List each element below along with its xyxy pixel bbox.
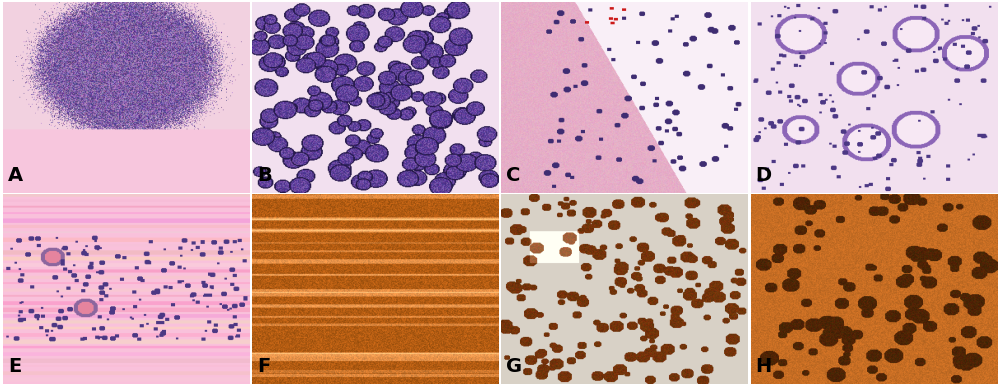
Text: E: E	[8, 358, 21, 376]
Text: D: D	[756, 166, 772, 185]
Text: H: H	[756, 358, 772, 376]
Text: A: A	[8, 166, 23, 185]
Text: B: B	[257, 166, 272, 185]
Text: C: C	[506, 166, 521, 185]
Text: F: F	[257, 358, 270, 376]
Text: G: G	[506, 358, 523, 376]
